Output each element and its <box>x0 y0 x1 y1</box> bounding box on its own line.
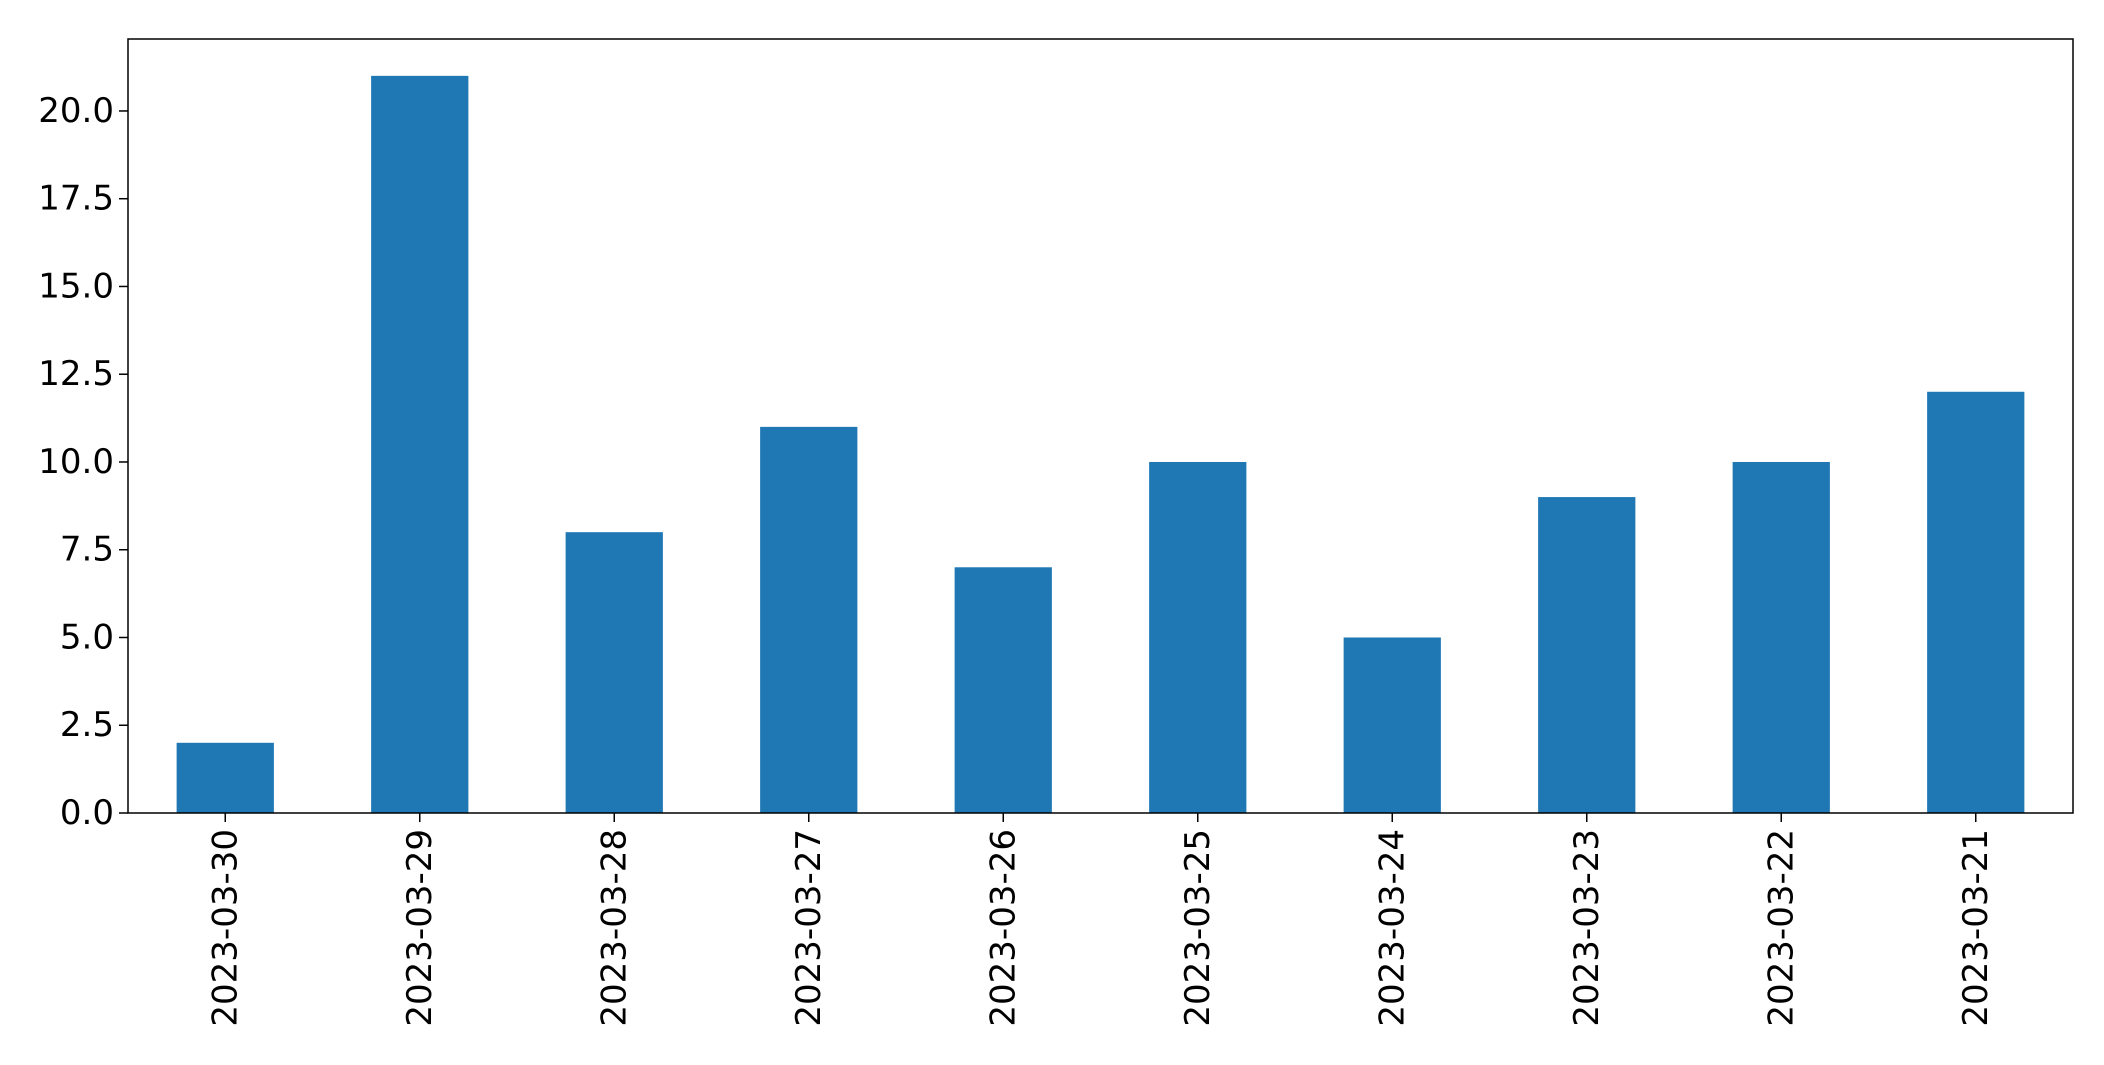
bar-2023-03-30 <box>176 742 274 813</box>
bar-2023-03-22 <box>1732 461 1830 813</box>
x-axis: 2023-03-30 2023-03-29 2023-03-28 2023-03-27… <box>205 813 1996 1027</box>
bar-2023-03-23 <box>1538 497 1636 813</box>
y-tick-label: 12.5 <box>38 354 114 394</box>
y-axis: 0.0 2.5 5.0 7.5 10.0 12.5 15.0 17.5 20.0 <box>38 91 128 833</box>
bar-2023-03-24 <box>1343 637 1441 813</box>
y-tick-label: 7.5 <box>60 530 114 570</box>
y-tick-label: 20.0 <box>38 91 114 131</box>
bars-layer <box>176 75 2025 814</box>
bar-2023-03-29 <box>371 75 469 814</box>
bar-2023-03-21 <box>1927 391 2025 813</box>
bar-2023-03-25 <box>1149 461 1247 813</box>
y-tick-label: 17.5 <box>38 179 114 219</box>
y-tick-label: 0.0 <box>60 793 114 833</box>
y-tick-label: 15.0 <box>38 266 114 306</box>
x-tick-label: 2023-03-30 <box>205 829 245 1027</box>
x-tick-label: 2023-03-25 <box>1178 829 1218 1027</box>
y-tick-label: 10.0 <box>38 442 114 482</box>
x-tick-label: 2023-03-22 <box>1761 829 1801 1027</box>
x-tick-label: 2023-03-24 <box>1372 829 1412 1027</box>
x-tick-label: 2023-03-21 <box>1956 829 1996 1027</box>
x-tick-label: 2023-03-28 <box>594 829 634 1027</box>
x-tick-label: 2023-03-27 <box>789 829 829 1027</box>
y-tick-label: 5.0 <box>60 617 114 657</box>
y-tick-label: 2.5 <box>60 705 114 745</box>
x-tick-label: 2023-03-29 <box>400 829 440 1027</box>
bar-2023-03-27 <box>760 426 858 813</box>
bar-2023-03-28 <box>565 532 663 813</box>
x-tick-label: 2023-03-26 <box>983 829 1023 1027</box>
bar-2023-03-26 <box>954 567 1052 813</box>
x-tick-label: 2023-03-23 <box>1567 829 1607 1027</box>
plot-frame <box>127 38 2074 814</box>
